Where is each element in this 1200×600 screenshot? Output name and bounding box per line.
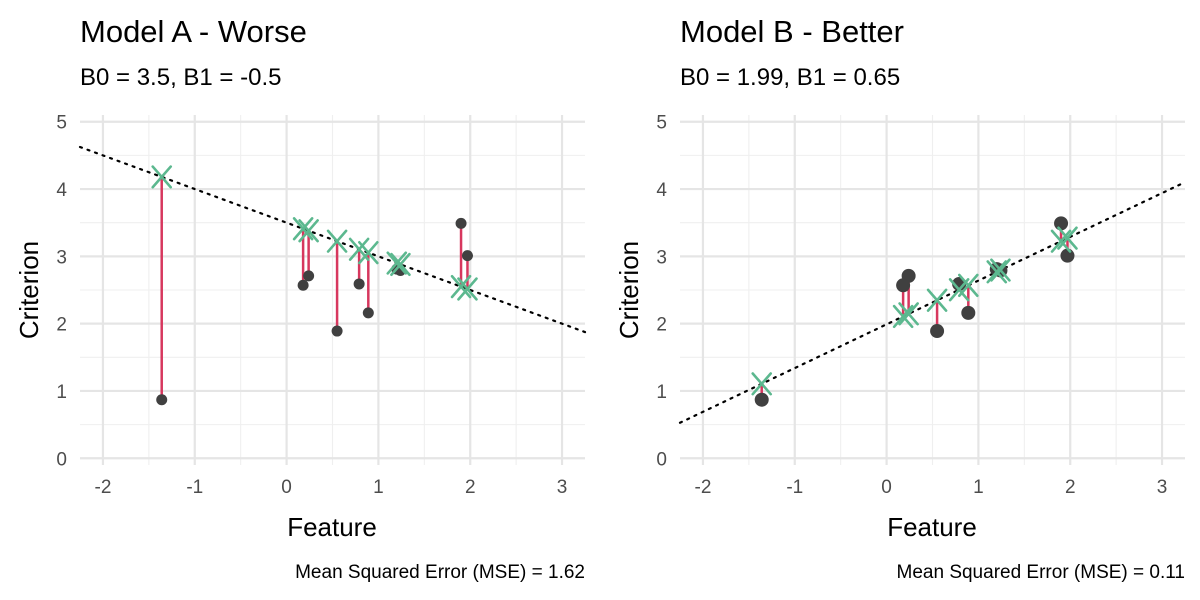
x-tick-label: -1 xyxy=(186,477,203,498)
y-axis-title: Criterion xyxy=(614,241,644,339)
y-tick-label: 3 xyxy=(56,247,67,268)
predicted-marker-stroke xyxy=(898,302,919,326)
predicted-marker-stroke xyxy=(751,372,773,396)
x-axis-title: Feature xyxy=(287,512,377,542)
predicted-marker xyxy=(898,302,919,326)
predicted-marker-stroke xyxy=(892,304,914,329)
observed-point xyxy=(901,268,916,283)
panel-title: Model B - Better xyxy=(680,14,904,49)
predicted-marker xyxy=(986,260,1008,284)
x-tick-label: 0 xyxy=(281,477,292,498)
observed-point xyxy=(1054,216,1069,231)
x-tick-label: 3 xyxy=(557,477,568,498)
observed-point xyxy=(461,250,473,262)
predicted-marker xyxy=(926,288,948,312)
plot-area: -2 -1 0 1 2 3 0 1 2 3 4 5 xyxy=(656,113,1187,498)
observed-point xyxy=(297,279,309,291)
x-tick-label: 1 xyxy=(973,477,984,498)
predicted-marker xyxy=(298,219,319,243)
predicted-marker xyxy=(386,251,408,275)
predicted-marker xyxy=(990,258,1011,282)
predicted-marker-stroke xyxy=(326,229,348,253)
y-axis-title: Criterion xyxy=(14,241,44,339)
predicted-marker-stroke xyxy=(386,251,408,275)
y-tick-label: 1 xyxy=(56,382,67,403)
panel-subtitle: B0 = 3.5, B1 = -0.5 xyxy=(80,64,281,91)
predicted-marker xyxy=(151,165,173,189)
panel-model-a: -2 -1 0 1 2 3 0 1 2 3 4 5 Model A - Worse B0 = 3.5,… xyxy=(14,14,587,583)
predicted-marker-stroke xyxy=(1050,229,1072,253)
observed-point xyxy=(362,307,374,319)
predicted-marker xyxy=(358,240,379,265)
x-tick-label: -2 xyxy=(695,477,712,498)
predicted-marker-stroke xyxy=(958,273,979,298)
y-tick-label: 0 xyxy=(656,449,667,470)
y-tick-label: 5 xyxy=(656,113,667,134)
x-tick-label: 3 xyxy=(1157,477,1168,498)
panel-subtitle: B0 = 1.99, B1 = 0.65 xyxy=(680,64,900,91)
regression-line xyxy=(678,181,1187,424)
y-tick-label: 4 xyxy=(56,180,67,201)
observed-point xyxy=(930,324,945,339)
predicted-marker-stroke xyxy=(292,217,314,241)
predicted-marker xyxy=(292,217,314,241)
predicted-marker-stroke xyxy=(457,277,478,301)
observed-point xyxy=(353,278,365,290)
plot-area: -2 -1 0 1 2 3 0 1 2 3 4 5 xyxy=(56,113,587,498)
x-tick-label: 0 xyxy=(881,477,892,498)
x-tick-label: -1 xyxy=(786,477,803,498)
predicted-marker-stroke xyxy=(926,288,948,312)
observed-point xyxy=(156,394,168,406)
y-tick-label: 2 xyxy=(656,315,667,336)
predicted-marker xyxy=(450,274,472,299)
predicted-marker-stroke xyxy=(1057,226,1078,250)
predicted-marker-stroke xyxy=(348,237,370,261)
predicted-marker-stroke xyxy=(390,252,411,277)
predicted-marker xyxy=(326,229,348,253)
mse-caption: Mean Squared Error (MSE) = 1.62 xyxy=(295,562,585,583)
panel-title: Model A - Worse xyxy=(80,14,307,49)
y-tick-label: 0 xyxy=(56,449,67,470)
predicted-marker xyxy=(751,372,773,396)
y-tick-label: 4 xyxy=(656,180,667,201)
predicted-marker xyxy=(892,304,914,329)
predicted-marker xyxy=(958,273,979,298)
observed-point xyxy=(961,305,976,320)
predicted-marker-stroke xyxy=(298,219,319,243)
predicted-marker-stroke xyxy=(990,258,1011,282)
x-axis-title: Feature xyxy=(887,512,977,542)
predicted-marker-stroke xyxy=(151,165,173,189)
predicted-marker xyxy=(390,252,411,277)
mse-caption: Mean Squared Error (MSE) = 0.11 xyxy=(897,562,1185,583)
y-tick-label: 5 xyxy=(56,113,67,134)
predicted-marker-stroke xyxy=(986,260,1008,284)
predicted-marker-stroke xyxy=(450,274,472,299)
observed-point xyxy=(455,217,467,229)
observed-point xyxy=(1060,248,1075,263)
predicted-marker xyxy=(1057,226,1078,250)
predicted-marker-stroke xyxy=(358,240,379,265)
x-tick-label: 2 xyxy=(1065,477,1076,498)
observed-point xyxy=(754,392,769,407)
predicted-marker xyxy=(457,277,478,301)
x-tick-label: 2 xyxy=(465,477,476,498)
panel-model-b: -2 -1 0 1 2 3 0 1 2 3 4 5 Model B - Better B0 = 1.9… xyxy=(614,14,1187,583)
y-tick-label: 1 xyxy=(656,382,667,403)
x-tick-label: -2 xyxy=(95,477,112,498)
y-tick-label: 2 xyxy=(56,315,67,336)
observed-point xyxy=(303,270,315,282)
x-tick-label: 1 xyxy=(373,477,384,498)
observed-point xyxy=(331,325,343,337)
predicted-marker xyxy=(1050,229,1072,253)
y-tick-label: 3 xyxy=(656,247,667,268)
